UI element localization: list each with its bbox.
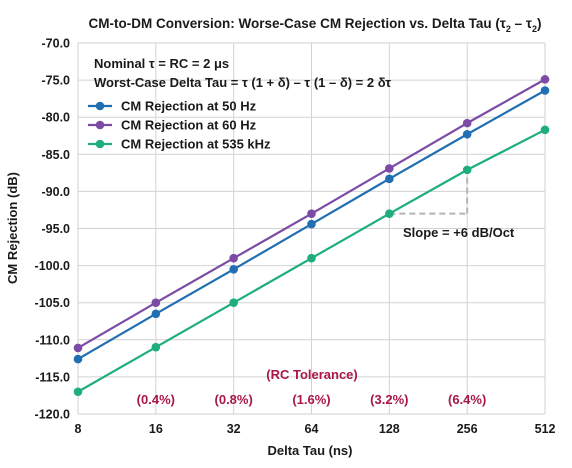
tolerance-label: (0.8%) (215, 392, 253, 407)
series-2 (73, 75, 550, 353)
data-point (385, 209, 394, 218)
data-point (462, 118, 472, 128)
x-tick-label: 32 (227, 422, 241, 436)
x-tick-label: 8 (75, 422, 82, 436)
legend-label: CM Rejection at 50 Hz (121, 99, 257, 114)
y-tick-label: -85.0 (42, 148, 71, 162)
y-tick-label: -95.0 (42, 222, 71, 236)
legend-item-2: CM Rejection at 60 Hz (88, 118, 257, 133)
tolerance-label: (1.6%) (292, 392, 330, 407)
data-point (385, 164, 394, 173)
rc-tolerance-header: (RC Tolerance) (266, 367, 358, 382)
slope-guide (389, 169, 469, 215)
legend-swatch-marker (95, 139, 105, 149)
data-point (73, 387, 83, 397)
legend-swatch-marker (95, 101, 105, 111)
y-tick-label: -100.0 (35, 259, 70, 273)
legend-item-1: CM Rejection at 50 Hz (88, 99, 257, 114)
data-point (540, 125, 550, 135)
data-point (229, 265, 238, 274)
data-point (229, 298, 238, 308)
series-3 (73, 125, 550, 397)
y-tick-label: -70.0 (42, 37, 71, 51)
y-tick-label: -80.0 (42, 111, 71, 125)
data-point (462, 165, 472, 175)
tolerance-labels: (0.4%) (0.8%) (1.6%) (3.2%) (6.4%) (137, 392, 487, 407)
legend-item-3: CM Rejection at 535 kHz (88, 137, 271, 152)
y-tick-label: -120.0 (35, 408, 70, 422)
data-point (462, 129, 472, 139)
legend: CM Rejection at 50 Hz CM Rejection at 60 … (88, 99, 271, 152)
y-tick-label: -110.0 (35, 333, 70, 347)
data-point (307, 253, 316, 263)
y-axis-ticks: -70.0 -75.0 -80.0 -85.0 -90.0 -95.0 -100.0 -105… (35, 37, 70, 422)
x-tick-label: 512 (535, 422, 556, 436)
x-tick-label: 256 (457, 422, 478, 436)
x-axis-ticks: 8 16 32 64 128 256 512 (75, 422, 556, 436)
y-tick-label: -75.0 (42, 74, 71, 88)
data-point (151, 342, 161, 352)
nominal-note: Nominal τ = RC = 2 μs (94, 56, 229, 71)
tolerance-label: (3.2%) (370, 392, 408, 407)
x-tick-label: 16 (149, 422, 163, 436)
data-point (540, 75, 550, 84)
data-point (73, 354, 83, 364)
chart-title: CM-to-DM Conversion: Worse-Case CM Rejec… (89, 16, 542, 34)
y-tick-label: -90.0 (42, 185, 71, 199)
y-axis-label: CM Rejection (dB) (5, 172, 20, 284)
legend-label: CM Rejection at 535 kHz (121, 137, 271, 152)
series-1 (73, 86, 550, 364)
data-point (151, 298, 161, 308)
data-point (73, 343, 83, 353)
y-tick-label: -105.0 (35, 296, 70, 310)
data-point (307, 209, 316, 218)
legend-label: CM Rejection at 60 Hz (121, 118, 257, 133)
data-point (307, 219, 316, 229)
x-axis-label: Delta Tau (ns) (268, 443, 353, 458)
legend-swatch-marker (95, 120, 105, 130)
data-point (540, 86, 550, 95)
grid (77, 42, 546, 415)
slope-label: Slope = +6 dB/Oct (403, 225, 515, 240)
tolerance-label: (6.4%) (448, 392, 486, 407)
y-tick-label: -115.0 (35, 370, 70, 384)
tolerance-label: (0.4%) (137, 392, 175, 407)
series (73, 75, 550, 397)
x-tick-label: 64 (305, 422, 319, 436)
data-point (151, 309, 161, 319)
data-point (229, 253, 238, 263)
data-point (385, 174, 394, 184)
worst-case-note: Worst-Case Delta Tau = τ (1 + δ) – τ (1 … (94, 75, 391, 90)
x-tick-label: 128 (379, 422, 400, 436)
